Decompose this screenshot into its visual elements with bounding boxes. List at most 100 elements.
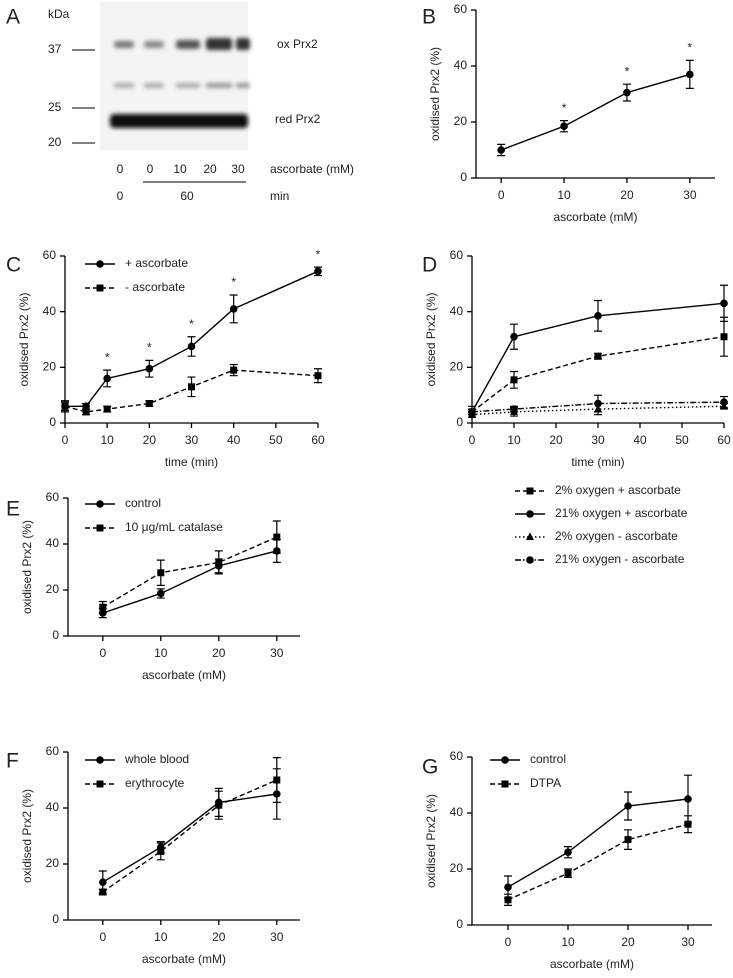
marker — [684, 795, 692, 803]
x-tick-label: 20 — [212, 930, 226, 944]
x-tick-label: 0 — [62, 433, 69, 447]
marker — [96, 260, 104, 268]
series-line — [102, 793, 277, 883]
kda-label: kDa — [48, 7, 70, 21]
x-tick-label: 30 — [270, 930, 284, 944]
x-tick-label: 0 — [469, 433, 476, 447]
size-marker: 37 — [48, 42, 62, 56]
marker — [273, 533, 281, 541]
marker — [96, 756, 104, 764]
legend-label: + ascorbate — [125, 256, 188, 270]
ascorbate-label: ascorbate (mM) — [270, 162, 354, 176]
marker — [623, 88, 631, 97]
time-label: 0 — [117, 189, 124, 203]
marker — [564, 869, 572, 877]
marker — [273, 776, 281, 784]
band-label: ox Prx2 — [277, 37, 318, 51]
panel-letter: G — [422, 756, 438, 779]
y-axis-label: oxidised Prx2 (%) — [424, 292, 438, 386]
marker — [684, 820, 692, 828]
marker — [720, 333, 728, 341]
marker — [103, 374, 111, 383]
panel-letter: B — [422, 6, 436, 29]
x-tick-label: 0 — [99, 646, 106, 660]
axis-line — [475, 10, 715, 179]
y-tick-label: 40 — [450, 304, 464, 318]
x-tick-label: 10 — [154, 646, 168, 660]
y-tick-label: 40 — [46, 800, 60, 814]
y-axis-label: oxidised Prx2 (%) — [17, 292, 31, 386]
marker — [145, 364, 154, 373]
annotation: * — [316, 247, 321, 261]
series-line — [500, 73, 691, 151]
marker — [594, 312, 602, 320]
legend-label: 21% oxygen + ascorbate — [555, 506, 688, 520]
y-tick-label: 0 — [49, 415, 56, 429]
x-tick-label: 0 — [99, 930, 106, 944]
y-tick-label: 0 — [456, 917, 463, 931]
y-tick-label: 40 — [43, 304, 57, 318]
series-line — [471, 336, 725, 413]
chart-panel: B 0 20 40 60 0 10 20 30 ascorbate (mM) oxidised Pr… — [422, 2, 715, 224]
marker — [314, 372, 322, 380]
marker — [157, 569, 165, 577]
y-tick-label: 0 — [456, 415, 463, 429]
x-tick-label: 30 — [270, 646, 284, 660]
y-tick-label: 60 — [43, 248, 57, 262]
series-line — [471, 302, 725, 413]
marker — [501, 756, 509, 764]
y-tick-label: 0 — [460, 170, 467, 184]
legend-label: - ascorbate — [125, 280, 185, 294]
marker — [96, 524, 104, 532]
x-tick-label: 10 — [557, 188, 571, 202]
marker — [720, 398, 728, 406]
y-tick-label: 40 — [454, 58, 468, 72]
y-tick-label: 20 — [450, 360, 464, 374]
marker — [157, 589, 165, 598]
annotation: * — [562, 101, 567, 115]
marker — [96, 284, 104, 292]
legend-label: whole blood — [124, 752, 189, 766]
y-axis-label: oxidised Prx2 (%) — [424, 794, 438, 888]
y-tick-label: 0 — [52, 912, 59, 926]
size-marker: 20 — [48, 135, 62, 149]
time-label: 60 — [180, 189, 194, 203]
marker — [188, 383, 195, 391]
chart-panel: F 0 20 40 60 0 10 20 30 ascorbate (mM) oxidised Pr… — [6, 744, 300, 966]
x-axis-label: time (min) — [165, 455, 218, 469]
y-tick-label: 60 — [46, 744, 60, 758]
legend-label: control — [125, 496, 161, 510]
x-tick-label: 30 — [683, 188, 697, 202]
panel-letter: D — [422, 254, 437, 277]
series-line — [102, 536, 278, 608]
y-axis-label: oxidised Prx2 (%) — [20, 520, 34, 614]
y-tick-label: 60 — [450, 248, 464, 262]
annotation: * — [625, 64, 630, 78]
x-tick-label: 10 — [561, 935, 575, 949]
annotation: * — [688, 41, 693, 55]
y-tick-label: 60 — [450, 749, 464, 763]
marker — [314, 267, 322, 276]
y-tick-label: 20 — [454, 114, 468, 128]
marker — [497, 146, 505, 154]
x-tick-label: 30 — [681, 935, 695, 949]
y-axis-label: oxidised Prx2 (%) — [428, 47, 442, 141]
annotation: * — [189, 317, 194, 331]
blot-bands — [110, 38, 250, 128]
x-tick-label: 30 — [185, 433, 199, 447]
x-tick-label: 10 — [100, 433, 114, 447]
marker — [215, 801, 223, 809]
x-axis-label: ascorbate (mM) — [142, 668, 226, 682]
marker — [99, 603, 107, 611]
panel-letter: A — [6, 6, 20, 29]
marker — [61, 402, 69, 410]
marker — [215, 558, 223, 566]
marker — [103, 405, 111, 413]
marker — [504, 896, 512, 904]
marker — [526, 532, 534, 540]
x-axis-label: ascorbate (mM) — [550, 957, 634, 971]
band-label: red Prx2 — [275, 112, 321, 126]
legend-label: 2% oxygen + ascorbate — [555, 483, 681, 497]
panel-a: A kDa 37 25 20 ox Prx2 red Prx2 0 0 10 2… — [6, 2, 354, 203]
